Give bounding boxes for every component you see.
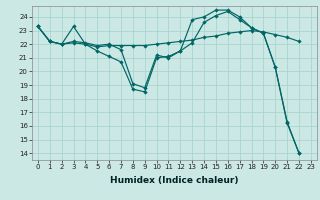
X-axis label: Humidex (Indice chaleur): Humidex (Indice chaleur) — [110, 176, 239, 185]
